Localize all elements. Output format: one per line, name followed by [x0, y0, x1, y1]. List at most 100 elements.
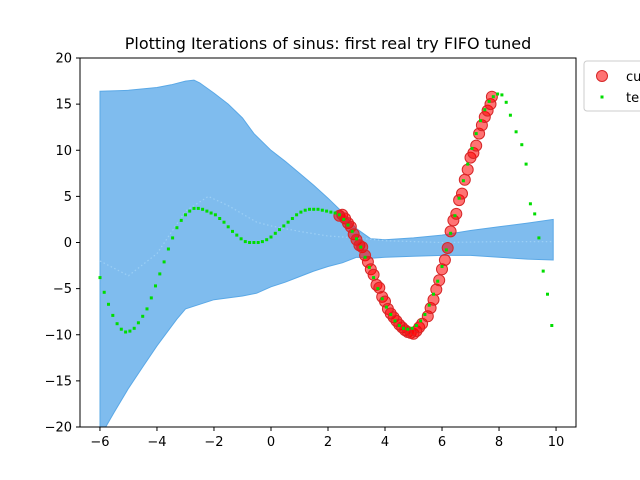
y-tick-label: 10: [55, 144, 72, 159]
test-point: [278, 228, 281, 232]
test-point: [414, 324, 418, 327]
x-axis: −6 −4 −2 0 2 4 6 8 10: [90, 427, 564, 450]
test-point: [372, 276, 376, 280]
y-tick-label: 0: [64, 236, 72, 251]
legend-marker-cu: [596, 70, 608, 82]
test-point: [355, 237, 358, 241]
test-point: [98, 276, 102, 280]
test-point: [308, 207, 311, 211]
test-point: [312, 207, 316, 211]
test-point: [393, 319, 397, 323]
current-point: [438, 254, 451, 266]
test-point: [483, 108, 487, 112]
test-point: [149, 296, 153, 300]
test-point: [528, 202, 532, 206]
x-tick-label: 10: [548, 435, 565, 450]
test-point: [504, 100, 508, 104]
test-point: [201, 207, 205, 211]
test-point: [175, 226, 179, 230]
test-point: [171, 236, 175, 240]
test-point: [231, 229, 234, 233]
test-point: [273, 231, 277, 235]
current-point: [461, 163, 474, 176]
test-point: [500, 93, 504, 97]
test-point: [342, 217, 346, 221]
test-point: [333, 211, 337, 215]
test-point: [124, 330, 128, 334]
test-point: [508, 113, 512, 117]
test-point: [222, 220, 226, 224]
test-point: [470, 146, 474, 150]
test-point: [444, 248, 448, 252]
y-tick-label: −20: [45, 421, 72, 436]
test-point: [550, 324, 554, 327]
test-point: [213, 213, 217, 217]
test-point: [226, 225, 230, 229]
test-point: [316, 207, 320, 211]
confidence-band: [99, 79, 554, 427]
test-point: [218, 217, 222, 220]
current-point: [444, 225, 457, 238]
test-point: [141, 314, 145, 318]
test-point: [235, 233, 239, 237]
test-point: [320, 208, 324, 212]
legend-label-te: te: [626, 91, 639, 106]
test-point: [541, 269, 545, 273]
legend-marker-te: [600, 95, 604, 99]
test-point: [295, 213, 299, 217]
test-point: [102, 290, 106, 294]
x-tick-label: 6: [438, 435, 446, 450]
test-point: [162, 260, 166, 264]
test-point: [384, 305, 388, 309]
test-point: [406, 327, 410, 331]
legend: cu te: [583, 60, 640, 112]
test-point: [192, 206, 196, 210]
test-point: [346, 223, 350, 227]
test-point: [337, 213, 341, 217]
test-point: [132, 326, 136, 330]
test-point: [537, 236, 541, 240]
test-point: [380, 297, 384, 301]
test-point: [524, 162, 528, 166]
chart-title: Plotting Iterations of sinus: first real…: [125, 34, 531, 53]
x-tick-label: 2: [324, 435, 332, 450]
test-point: [205, 209, 209, 213]
test-point: [533, 212, 537, 216]
mean-line: [99, 195, 554, 277]
x-tick-label: −4: [147, 435, 166, 450]
test-point: [269, 235, 273, 239]
test-point: [196, 206, 200, 210]
test-point: [419, 319, 423, 323]
test-point: [239, 237, 243, 241]
y-tick-label: 5: [64, 190, 72, 205]
test-point: [423, 313, 427, 316]
test-point: [179, 218, 183, 222]
test-point: [325, 209, 329, 213]
test-point: [166, 247, 170, 251]
test-point: [248, 241, 252, 244]
test-point: [256, 241, 260, 244]
test-point: [303, 208, 307, 212]
test-point: [252, 241, 256, 244]
test-point: [457, 196, 461, 200]
test-point: [359, 245, 363, 249]
y-tick-label: 15: [55, 98, 72, 113]
test-point: [453, 214, 457, 218]
test-point: [145, 307, 149, 311]
test-point: [514, 130, 518, 134]
current-point: [427, 293, 440, 306]
test-point: [128, 329, 132, 333]
test-point: [432, 292, 435, 296]
test-point: [474, 132, 478, 136]
current-point: [456, 187, 468, 200]
test-point: [461, 179, 465, 183]
test-point: [440, 265, 444, 268]
test-point: [491, 95, 495, 99]
test-point: [363, 255, 367, 259]
test-point: [397, 324, 401, 327]
test-point: [184, 213, 187, 217]
test-point: [282, 224, 286, 228]
current-point: [450, 207, 463, 220]
test-point: [436, 279, 440, 283]
